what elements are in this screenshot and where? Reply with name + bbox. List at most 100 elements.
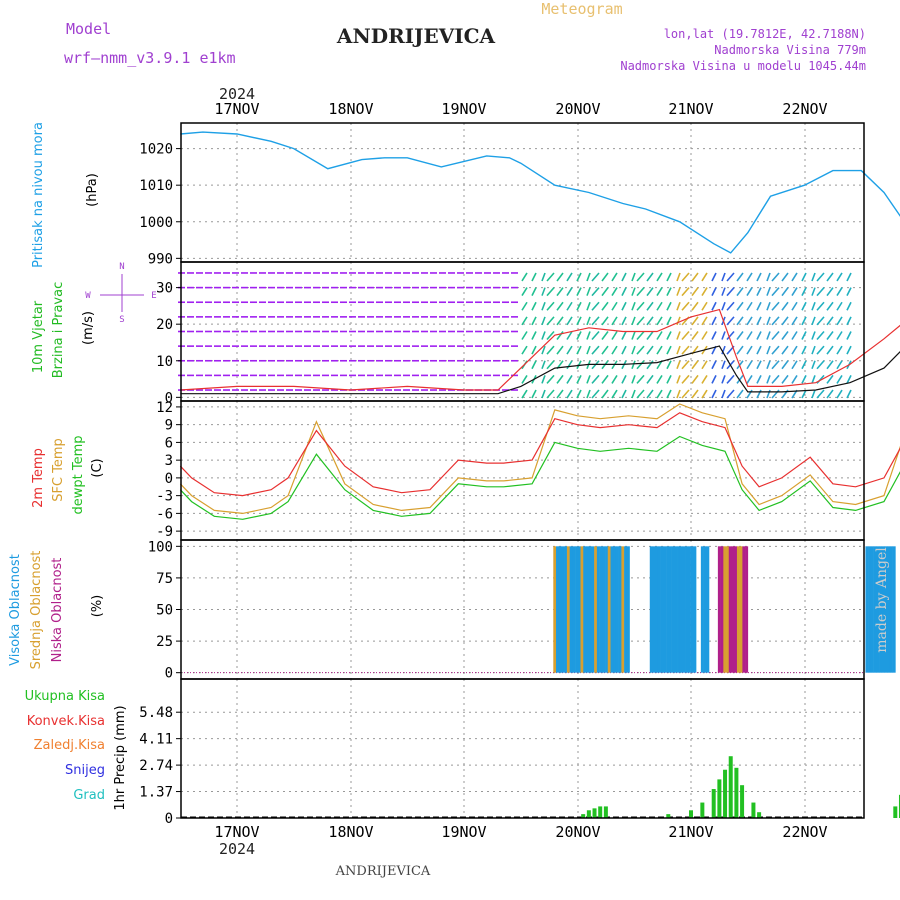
cloud-bar bbox=[887, 546, 891, 673]
wind-barb bbox=[586, 345, 591, 355]
wind-barb bbox=[826, 389, 834, 399]
wind-barb bbox=[746, 301, 753, 311]
panel-frame bbox=[180, 678, 865, 819]
wind-barb bbox=[836, 374, 843, 384]
wind-barb bbox=[721, 287, 726, 296]
cloud-bar bbox=[585, 546, 589, 673]
x-tick-label-bottom: 21NOV bbox=[668, 823, 713, 841]
y-tick-label: -9 bbox=[156, 524, 173, 540]
cloud-bar bbox=[615, 546, 619, 673]
wind-barb bbox=[801, 345, 807, 355]
wind-barb bbox=[811, 375, 816, 384]
cloud-bar bbox=[649, 546, 653, 673]
wind-barb bbox=[681, 287, 690, 297]
direction-s: S bbox=[119, 315, 124, 325]
wind-barb bbox=[726, 301, 735, 311]
cloud-bar bbox=[621, 546, 625, 673]
wind-barb bbox=[791, 272, 798, 282]
wind-barb bbox=[601, 287, 609, 297]
cloud-bar bbox=[687, 546, 691, 673]
y-tick-label: 2.74 bbox=[139, 758, 173, 774]
page-title: ANDRIJEVICA bbox=[336, 24, 496, 48]
wind-barb bbox=[736, 301, 744, 311]
wind-barb bbox=[546, 316, 555, 326]
y-tick-label: 5.48 bbox=[139, 705, 173, 721]
wind-barb bbox=[676, 331, 681, 340]
x-tick-label-bottom: 17NOV bbox=[214, 823, 259, 841]
wind-barb bbox=[611, 374, 618, 384]
precip-bar bbox=[592, 808, 597, 818]
wind-barb bbox=[656, 287, 663, 297]
cloud-bar bbox=[663, 546, 667, 673]
y-tick-label: 0 bbox=[165, 811, 173, 827]
wind-barb bbox=[531, 287, 537, 296]
y-tick-label: 30 bbox=[156, 281, 173, 297]
wind-barb bbox=[541, 345, 546, 355]
cloud-bar bbox=[889, 546, 893, 673]
text-layer: 9901000101010200102030-9-6-3036912025507… bbox=[139, 100, 827, 841]
wind-barb bbox=[721, 272, 726, 282]
cloud-bar bbox=[591, 546, 595, 673]
wind-barb bbox=[646, 287, 654, 297]
wind-barb bbox=[631, 316, 636, 326]
cloud-bar bbox=[865, 546, 869, 673]
cloud-high-label: Visoka Oblacnost bbox=[8, 554, 23, 666]
wind-barb bbox=[811, 345, 816, 355]
precip-bar bbox=[700, 802, 705, 818]
cloud-bar bbox=[685, 546, 689, 673]
wind-barb bbox=[566, 331, 573, 340]
wind-barb bbox=[701, 272, 708, 282]
wind-barb bbox=[521, 331, 528, 340]
cloud-bar bbox=[583, 546, 587, 673]
wind-barb bbox=[586, 375, 591, 384]
cloud-bar bbox=[556, 546, 560, 673]
wind-barb bbox=[756, 345, 762, 355]
wind-barb bbox=[781, 374, 789, 384]
wind-label-2: Brzina i Pravac bbox=[51, 282, 66, 379]
y-tick-label: 10 bbox=[156, 354, 173, 370]
dewpt-temp-line bbox=[179, 435, 900, 520]
wind-barb bbox=[576, 287, 582, 296]
wind-barb bbox=[631, 272, 636, 282]
wind-barb bbox=[521, 316, 528, 326]
cloud-bar bbox=[671, 546, 675, 673]
wind-barb bbox=[576, 360, 582, 370]
wind-barb bbox=[721, 375, 726, 384]
wind-barb bbox=[791, 374, 798, 384]
cloud-bar bbox=[566, 546, 570, 673]
wind-barb bbox=[636, 345, 645, 355]
wind-barb bbox=[676, 316, 681, 326]
wind-barb bbox=[771, 330, 780, 341]
wind-barb bbox=[691, 360, 699, 370]
wind-barb bbox=[811, 389, 816, 399]
y-tick-label: 25 bbox=[156, 634, 173, 650]
wind-barb bbox=[711, 272, 717, 282]
frame-layer bbox=[176, 122, 865, 819]
wind-barb bbox=[781, 345, 789, 355]
wind-barb bbox=[701, 360, 708, 370]
wind-barb bbox=[621, 272, 627, 282]
wind-barb bbox=[826, 287, 834, 297]
wind-barb bbox=[631, 375, 636, 384]
precip-bar bbox=[751, 802, 756, 818]
wind-barb bbox=[816, 272, 825, 282]
elevation-model-label: Nadmorska Visina u modelu 1045.44m bbox=[620, 59, 866, 73]
cloud-bar bbox=[558, 546, 562, 673]
wind-barb bbox=[601, 389, 609, 399]
temp2m-label: 2m Temp bbox=[31, 448, 46, 508]
wind-barb bbox=[791, 360, 798, 370]
wind-barb bbox=[631, 301, 636, 311]
wind-barb bbox=[746, 316, 753, 326]
cloud-bar bbox=[690, 546, 694, 673]
cloud-bar bbox=[870, 546, 874, 673]
wind-barb bbox=[676, 360, 681, 370]
wind-barb bbox=[801, 375, 807, 384]
wind-barb bbox=[621, 331, 627, 340]
wind-barb bbox=[566, 374, 573, 384]
cloud-bar bbox=[682, 546, 686, 673]
year-bottom: 2024 bbox=[219, 840, 255, 858]
cloud-bar bbox=[605, 546, 609, 673]
wind-barb bbox=[556, 374, 564, 384]
cloud-bar bbox=[553, 546, 557, 673]
wind-barb bbox=[576, 375, 582, 384]
